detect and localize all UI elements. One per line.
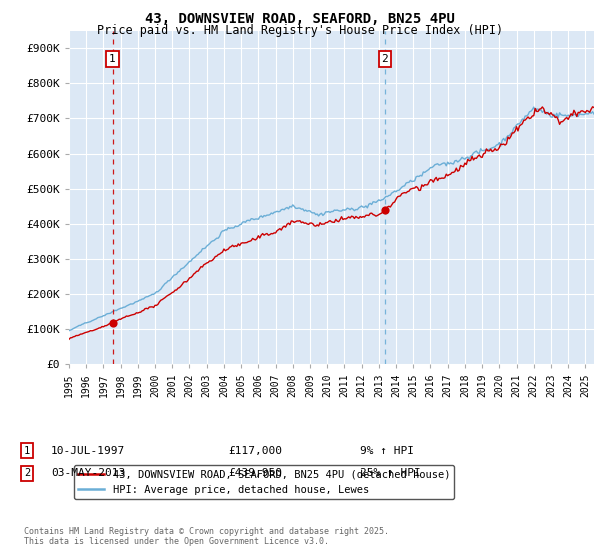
Text: 1: 1 (24, 446, 30, 456)
Legend: 43, DOWNSVIEW ROAD, SEAFORD, BN25 4PU (detached house), HPI: Average price, deta: 43, DOWNSVIEW ROAD, SEAFORD, BN25 4PU (d… (74, 465, 454, 499)
Text: 1: 1 (109, 54, 116, 64)
Text: £439,950: £439,950 (228, 468, 282, 478)
Text: 10-JUL-1997: 10-JUL-1997 (51, 446, 125, 456)
Text: Price paid vs. HM Land Registry's House Price Index (HPI): Price paid vs. HM Land Registry's House … (97, 24, 503, 36)
Text: 03-MAY-2013: 03-MAY-2013 (51, 468, 125, 478)
Point (380, 205, 389, 214)
Point (108, 319, 118, 328)
Text: 25% ↑ HPI: 25% ↑ HPI (360, 468, 421, 478)
Text: 43, DOWNSVIEW ROAD, SEAFORD, BN25 4PU: 43, DOWNSVIEW ROAD, SEAFORD, BN25 4PU (145, 12, 455, 26)
Text: 2: 2 (382, 54, 388, 64)
Text: 2: 2 (24, 468, 30, 478)
Text: Contains HM Land Registry data © Crown copyright and database right 2025.
This d: Contains HM Land Registry data © Crown c… (24, 526, 389, 546)
Text: £117,000: £117,000 (228, 446, 282, 456)
Text: 9% ↑ HPI: 9% ↑ HPI (360, 446, 414, 456)
